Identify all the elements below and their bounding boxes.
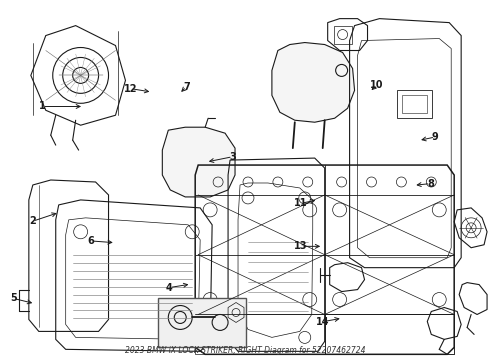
Bar — [402, 95, 427, 113]
Text: 5: 5 — [10, 293, 17, 303]
Text: 11: 11 — [294, 198, 308, 208]
Text: 14: 14 — [317, 317, 330, 327]
Polygon shape — [272, 42, 355, 122]
Text: 3: 3 — [229, 152, 236, 162]
Text: 10: 10 — [370, 80, 384, 90]
Text: 2: 2 — [29, 216, 36, 226]
Bar — [397, 90, 432, 118]
Text: 7: 7 — [183, 82, 190, 92]
Text: 9: 9 — [432, 132, 439, 142]
Bar — [158, 298, 246, 347]
Polygon shape — [162, 127, 235, 197]
Text: 12: 12 — [123, 84, 137, 94]
Text: 1: 1 — [39, 102, 46, 112]
Text: 6: 6 — [88, 236, 95, 246]
Text: 8: 8 — [427, 179, 434, 189]
Bar — [334, 26, 352, 44]
Text: 4: 4 — [166, 283, 172, 293]
Bar — [195, 315, 454, 354]
Bar — [325, 315, 454, 354]
Text: 13: 13 — [294, 241, 308, 251]
Text: 2023 BMW iX LOCK STRIKER, RIGHT Diagram for 52207462724: 2023 BMW iX LOCK STRIKER, RIGHT Diagram … — [125, 346, 365, 355]
